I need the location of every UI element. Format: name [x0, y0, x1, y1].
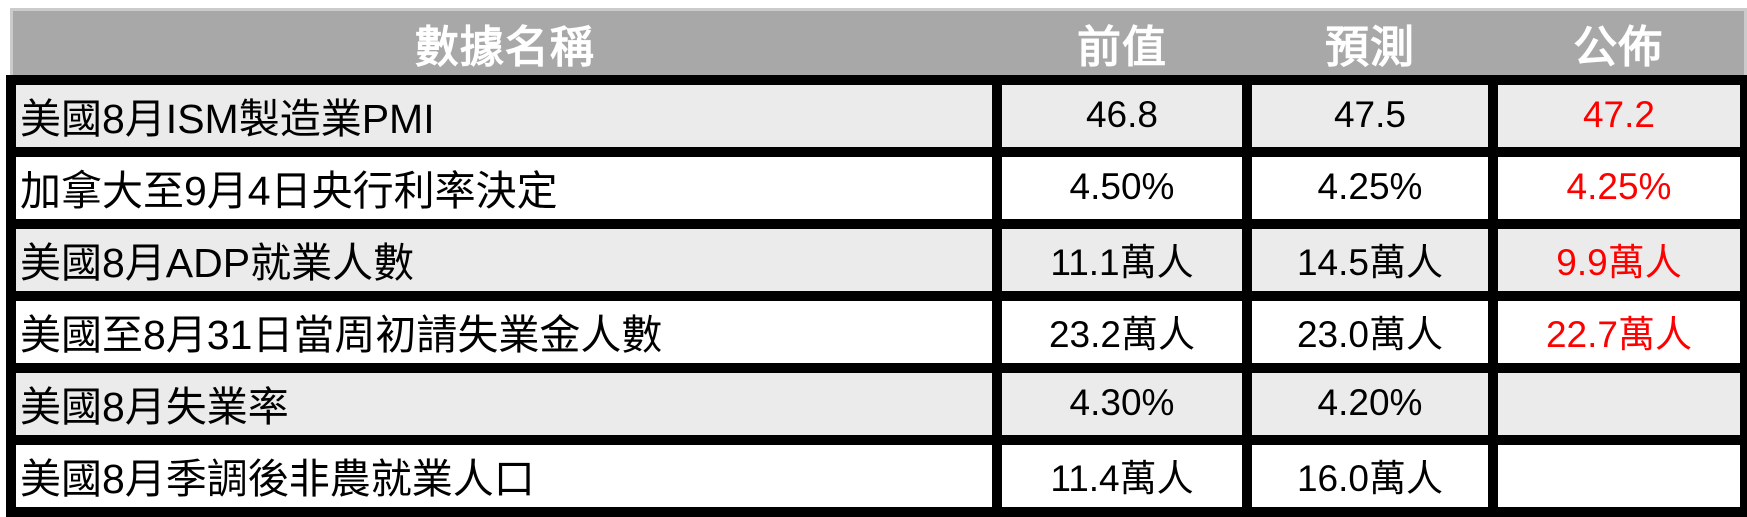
previous-value-cell: 11.1萬人: [992, 219, 1252, 301]
table-row: 美國至8月31日當周初請失業金人數 23.2萬人 23.0萬人 22.7萬人: [6, 291, 1747, 373]
actual-value-cell: 9.9萬人: [1488, 219, 1747, 301]
table-row: 美國8月季調後非農就業人口 11.4萬人 16.0萬人: [6, 435, 1747, 517]
header-cell-forecast-value: 預測: [1247, 8, 1493, 80]
actual-value-cell: [1488, 435, 1747, 517]
economic-data-sheet: 數據名稱 前值 預測 公佈 美國8月ISM製造業PMI 46.8 47.5 47…: [0, 8, 1747, 517]
header-cell-indicator-name: 數據名稱: [9, 8, 997, 80]
forecast-value-cell: 4.20%: [1242, 363, 1498, 445]
indicator-name-cell: 美國8月季調後非農就業人口: [6, 435, 1002, 517]
indicator-name-cell: 加拿大至9月4日央行利率決定: [6, 147, 1002, 229]
forecast-value-cell: 4.25%: [1242, 147, 1498, 229]
table-row: 加拿大至9月4日央行利率決定 4.50% 4.25% 4.25%: [6, 147, 1747, 229]
previous-value-cell: 4.50%: [992, 147, 1252, 229]
forecast-value-cell: 47.5: [1242, 75, 1498, 157]
forecast-value-cell: 14.5萬人: [1242, 219, 1498, 301]
actual-value-cell: [1488, 363, 1747, 445]
actual-value-cell: 4.25%: [1488, 147, 1747, 229]
table-row: 美國8月ISM製造業PMI 46.8 47.5 47.2: [6, 75, 1747, 157]
table-row: 美國8月失業率 4.30% 4.20%: [6, 363, 1747, 445]
indicator-name-cell: 美國8月ADP就業人數: [6, 219, 1002, 301]
header-row: 數據名稱 前值 預測 公佈: [9, 8, 1747, 80]
previous-value-cell: 23.2萬人: [992, 291, 1252, 373]
header-cell-actual-value: 公佈: [1493, 8, 1747, 80]
header-cell-previous-value: 前值: [997, 8, 1247, 80]
indicator-name-cell: 美國8月ISM製造業PMI: [6, 75, 1002, 157]
previous-value-cell: 11.4萬人: [992, 435, 1252, 517]
indicator-name-cell: 美國至8月31日當周初請失業金人數: [6, 291, 1002, 373]
economic-data-table: 數據名稱 前值 預測 公佈 美國8月ISM製造業PMI 46.8 47.5 47…: [6, 8, 1747, 517]
previous-value-cell: 4.30%: [992, 363, 1252, 445]
actual-value-cell: 47.2: [1488, 75, 1747, 157]
forecast-value-cell: 16.0萬人: [1242, 435, 1498, 517]
table-row: 美國8月ADP就業人數 11.1萬人 14.5萬人 9.9萬人: [6, 219, 1747, 301]
actual-value-cell: 22.7萬人: [1488, 291, 1747, 373]
previous-value-cell: 46.8: [992, 75, 1252, 157]
forecast-value-cell: 23.0萬人: [1242, 291, 1498, 373]
indicator-name-cell: 美國8月失業率: [6, 363, 1002, 445]
